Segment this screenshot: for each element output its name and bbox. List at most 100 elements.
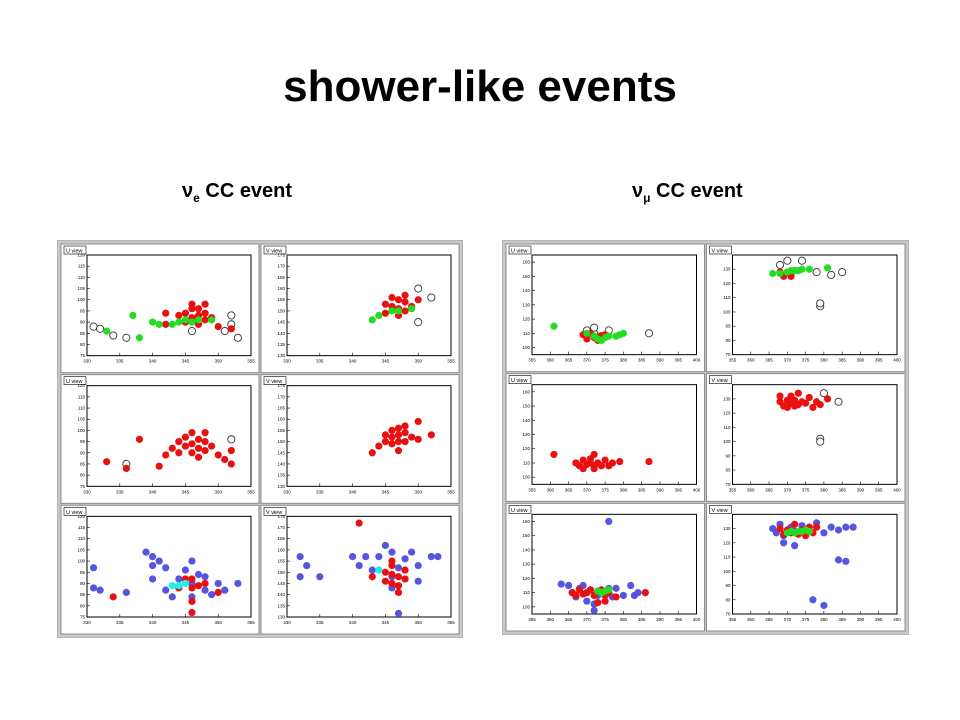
hit-red-marker bbox=[381, 431, 389, 439]
hit-blue-marker bbox=[355, 561, 363, 570]
hit-open-marker bbox=[827, 270, 836, 279]
y-tick-label: 110 bbox=[723, 295, 731, 300]
hit-red-marker bbox=[194, 444, 203, 452]
hit-red-marker bbox=[388, 433, 396, 441]
plot-frame bbox=[732, 254, 898, 356]
hit-red-marker bbox=[201, 579, 209, 588]
hit-red-marker bbox=[168, 444, 176, 452]
y-tick-label: 120 bbox=[77, 514, 85, 519]
hit-red-marker bbox=[375, 442, 383, 450]
hit-blue-marker bbox=[394, 609, 403, 617]
x-tick-label: 355 bbox=[247, 620, 255, 625]
y-tick-label: 100 bbox=[522, 475, 530, 480]
hit-red-marker bbox=[201, 437, 209, 446]
x-tick-label: 340 bbox=[149, 489, 157, 494]
y-tick-label: 140 bbox=[277, 592, 285, 597]
hit-blue-marker bbox=[362, 553, 370, 561]
x-tick-label: 355 bbox=[528, 487, 536, 492]
x-tick-label: 335 bbox=[316, 620, 324, 625]
pad-background bbox=[260, 374, 460, 504]
x-tick-label: 340 bbox=[349, 620, 357, 625]
hit-blue-marker bbox=[427, 553, 435, 561]
x-tick-label: 360 bbox=[547, 358, 555, 363]
x-tick-label: 355 bbox=[528, 617, 536, 622]
hit-blue-marker bbox=[194, 570, 203, 579]
hit-open-marker bbox=[414, 318, 423, 327]
y-tick-label: 175 bbox=[277, 253, 285, 258]
hit-red-marker bbox=[550, 450, 558, 459]
view-label-box bbox=[263, 376, 287, 385]
view-pad: U view 355 360 365 370 375 380 385 390 395 400 100 1… bbox=[505, 373, 705, 502]
hit-open-marker bbox=[233, 333, 242, 342]
hit-blue-marker bbox=[89, 584, 98, 592]
hit-blue-marker bbox=[780, 539, 788, 547]
hit-red-marker bbox=[394, 431, 403, 439]
y-tick-label: 75 bbox=[80, 615, 86, 620]
x-tick-label: 340 bbox=[149, 620, 157, 625]
plot-frame bbox=[286, 254, 452, 357]
hit-red-marker bbox=[181, 442, 189, 450]
hit-red-marker bbox=[188, 300, 196, 308]
hit-blue-marker bbox=[401, 555, 409, 563]
view-pad: V view 355 360 365 370 375 380 385 390 395 400 70 80… bbox=[706, 373, 906, 502]
hit-blue-marker bbox=[149, 575, 157, 583]
hit-blue-marker bbox=[155, 557, 163, 565]
view-label-box bbox=[508, 505, 532, 514]
hit-red-marker bbox=[601, 456, 609, 464]
x-tick-label: 335 bbox=[316, 359, 324, 364]
view-pad: U view 330 335 340 345 350 355 75 80 85 90 95 100 105… bbox=[60, 504, 260, 635]
hit-red-marker bbox=[368, 449, 376, 457]
x-tick-label: 365 bbox=[565, 487, 573, 492]
hit-red-marker bbox=[802, 399, 810, 407]
y-tick-label: 100 bbox=[77, 428, 85, 433]
hit-red-marker bbox=[601, 597, 609, 605]
view-label: U view bbox=[66, 379, 83, 385]
y-tick-label: 70 bbox=[725, 482, 731, 487]
view-label: U view bbox=[511, 249, 528, 255]
y-tick-label: 170 bbox=[277, 394, 285, 399]
hit-green-marker bbox=[388, 307, 396, 315]
hit-green-marker bbox=[798, 265, 806, 273]
hit-green-marker bbox=[605, 586, 613, 594]
view-label: V view bbox=[266, 510, 282, 516]
hit-open-marker bbox=[227, 435, 236, 444]
hit-red-marker bbox=[208, 442, 216, 450]
x-tick-label: 385 bbox=[838, 358, 846, 363]
x-tick-label: 350 bbox=[414, 489, 422, 494]
y-tick-label: 105 bbox=[77, 547, 85, 552]
hit-blue-marker bbox=[414, 561, 422, 570]
x-tick-label: 390 bbox=[656, 487, 664, 492]
hit-red-marker bbox=[155, 462, 163, 470]
y-tick-label: 75 bbox=[80, 484, 86, 489]
hit-red-marker bbox=[388, 557, 396, 565]
hit-blue-marker bbox=[208, 591, 216, 599]
x-tick-label: 370 bbox=[583, 358, 591, 363]
x-tick-label: 330 bbox=[83, 359, 91, 364]
y-tick-label: 100 bbox=[723, 569, 731, 574]
view-label: V view bbox=[712, 508, 728, 514]
y-tick-label: 115 bbox=[78, 264, 86, 269]
hit-red-marker bbox=[194, 305, 203, 313]
x-tick-label: 390 bbox=[857, 358, 865, 363]
x-tick-label: 395 bbox=[875, 617, 883, 622]
pad-background bbox=[260, 504, 460, 635]
y-tick-label: 110 bbox=[523, 331, 531, 336]
event-type-text: CC event bbox=[199, 180, 293, 202]
x-tick-label: 345 bbox=[182, 359, 190, 364]
view-label-box bbox=[63, 507, 87, 516]
hit-open-marker bbox=[427, 293, 436, 302]
x-tick-label: 340 bbox=[149, 359, 157, 364]
hit-open-marker bbox=[816, 299, 825, 308]
hit-red-marker bbox=[109, 593, 117, 601]
y-tick-label: 80 bbox=[725, 468, 731, 473]
x-tick-label: 400 bbox=[693, 487, 701, 492]
y-tick-label: 120 bbox=[522, 317, 530, 322]
hit-red-marker bbox=[641, 589, 649, 597]
hit-red-marker bbox=[590, 450, 598, 459]
y-tick-label: 110 bbox=[723, 425, 731, 430]
hit-red-marker bbox=[162, 309, 170, 317]
hit-open-marker bbox=[590, 323, 599, 332]
y-tick-label: 130 bbox=[277, 484, 285, 489]
y-tick-label: 130 bbox=[723, 396, 731, 401]
hit-cyan-marker bbox=[375, 566, 383, 574]
